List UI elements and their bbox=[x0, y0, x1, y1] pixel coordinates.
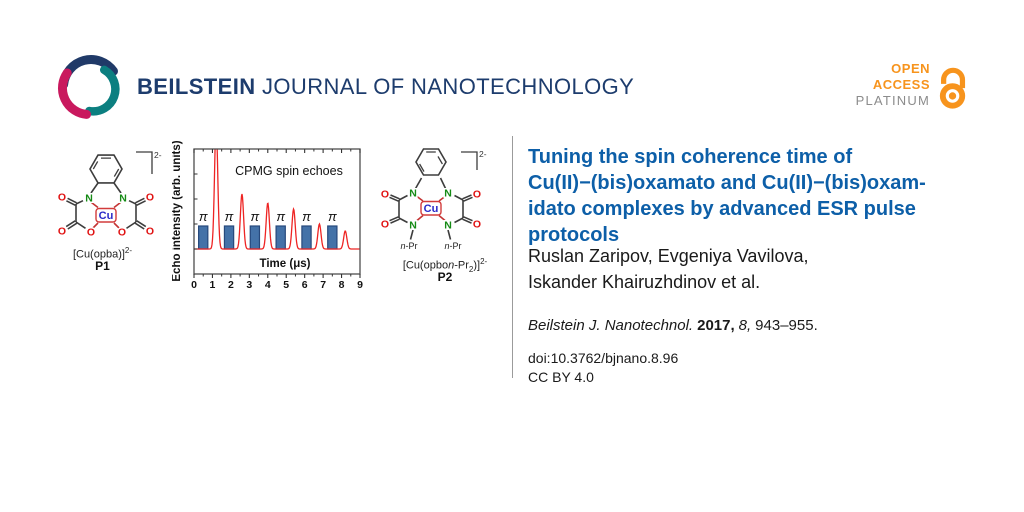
p1-caption: [Cu(opba)]2- bbox=[72, 246, 133, 261]
structure-p2: N N N N O O O O Cu n-Pr n-Pr 2- bbox=[379, 148, 487, 251]
journal-title-bold: BEILSTEIN bbox=[137, 74, 256, 99]
p1-bracket-charge: 2- bbox=[154, 150, 162, 160]
pi-pulse-label: π bbox=[251, 209, 260, 224]
citation-year: 2017, bbox=[697, 317, 735, 334]
p1-atom-n-right: N bbox=[119, 193, 127, 205]
p2-atom-cu: Cu bbox=[424, 203, 439, 215]
p2-coordination-bonds bbox=[416, 195, 446, 222]
p1-bonds bbox=[65, 151, 153, 230]
article-title-line: idato complexes by advanced ESR pulse bbox=[528, 198, 916, 220]
p2-atom-n-topleft: N bbox=[409, 188, 417, 200]
p1-atom-n-left: N bbox=[85, 193, 93, 205]
p2-bonds bbox=[389, 148, 478, 240]
pi-pulse-bar bbox=[275, 225, 286, 250]
p1-coordination-bonds bbox=[91, 201, 121, 229]
p2-atom-o-topright: O bbox=[473, 189, 481, 201]
open-access-line2: ACCESS bbox=[872, 77, 930, 92]
vertical-divider bbox=[512, 136, 513, 378]
pi-pulse-bar bbox=[301, 225, 312, 250]
x-tick-label: 4 bbox=[265, 279, 271, 291]
p2-label: P2 bbox=[437, 270, 453, 284]
x-tick-label: 0 bbox=[191, 279, 197, 291]
x-axis-label: Time (μs) bbox=[260, 258, 311, 270]
x-tick-label: 7 bbox=[320, 279, 326, 291]
article-authors: Ruslan Zaripov, Evgeniya Vavilova, Iskan… bbox=[528, 243, 998, 295]
p2-caption: [Cu(opbon-Pr2)]2- bbox=[402, 257, 488, 274]
x-tick-label: 9 bbox=[357, 279, 363, 291]
citation-pages: 943–955. bbox=[755, 317, 818, 334]
x-tick-label: 3 bbox=[246, 279, 252, 291]
article-title-line: protocols bbox=[528, 224, 620, 246]
article-title-line: Tuning the spin coherence time of bbox=[528, 146, 853, 168]
p2-atom-n-topright: N bbox=[444, 188, 452, 200]
authors-line: Iskander Khairuzhdinov et al. bbox=[528, 272, 761, 292]
p1-atom-o-topleft: O bbox=[58, 192, 66, 204]
x-tick-label: 1 bbox=[210, 279, 216, 291]
p2-atom-n-botright: N bbox=[444, 220, 452, 232]
journal-title: BEILSTEIN JOURNAL OF NANOTECHNOLOGY bbox=[137, 74, 634, 100]
p2-atom-o-botright: O bbox=[473, 219, 481, 231]
p1-copper-box bbox=[95, 207, 117, 223]
authors-line: Ruslan Zaripov, Evgeniya Vavilova, bbox=[528, 246, 809, 266]
p1-atom-o-botright: O bbox=[146, 226, 154, 238]
p1-atom-cu: Cu bbox=[99, 210, 114, 222]
x-tick-label: 6 bbox=[302, 279, 308, 291]
pi-pulse-bar bbox=[249, 225, 261, 250]
pi-pulse-bar bbox=[223, 225, 235, 250]
p1-atom-o-topright: O bbox=[146, 192, 154, 204]
p2-atom-o-topleft: O bbox=[381, 189, 389, 201]
article-citation: Beilstein J. Nanotechnol. 2017, 8, 943–955. bbox=[528, 317, 822, 334]
p1-atom-o-botleft: O bbox=[58, 226, 66, 238]
beilstein-logo-icon bbox=[57, 55, 120, 119]
pi-pulse-label: π bbox=[328, 209, 337, 224]
chart-title: CPMG spin echoes bbox=[235, 164, 343, 178]
y-axis-label: Echo intensity (arb. units) bbox=[172, 140, 183, 281]
echo-curve bbox=[194, 149, 360, 250]
x-tick-label: 2 bbox=[228, 279, 234, 291]
x-tick-label: 5 bbox=[283, 279, 289, 291]
pi-pulse-bar bbox=[327, 225, 338, 250]
pi-pulse-label: π bbox=[276, 209, 285, 224]
article-license: CC BY 4.0 bbox=[528, 369, 594, 385]
p1-atom-o-chel-right: O bbox=[118, 227, 126, 239]
p2-copper-box bbox=[420, 200, 442, 216]
citation-volume: 8, bbox=[738, 317, 752, 334]
article-title: Tuning the spin coherence time of Cu(II)… bbox=[528, 144, 1006, 248]
open-access-line3: PLATINUM bbox=[855, 93, 930, 108]
journal-title-rest: JOURNAL OF NANOTECHNOLOGY bbox=[262, 74, 635, 99]
article-title-line: Cu(II)−(bis)oxamato and Cu(II)−(bis)oxam… bbox=[528, 172, 926, 194]
pi-pulse-label: π bbox=[225, 209, 234, 224]
pi-pulse-label: π bbox=[302, 209, 311, 224]
article-doi: doi:10.3762/bjnano.8.96 bbox=[528, 350, 679, 366]
p2-atom-n-botleft: N bbox=[409, 220, 417, 232]
citation-journal: Beilstein J. Nanotechnol. bbox=[528, 317, 694, 334]
cpmg-chart: π π π π π π 0 1 2 3 4 5 6 7 8 9 CPMG spin echoes Time (μs… bbox=[171, 138, 368, 298]
open-access-line1: OPEN bbox=[891, 61, 930, 76]
open-access-lock-icon bbox=[939, 67, 966, 109]
p2-npr-right: n-Pr bbox=[444, 241, 461, 251]
p1-atom-o-chel-left: O bbox=[87, 227, 95, 239]
open-access-badge: OPEN ACCESS PLATINUM bbox=[810, 61, 930, 109]
p1-label: P1 bbox=[95, 259, 110, 273]
p2-atom-o-botleft: O bbox=[381, 219, 389, 231]
structure-p1: N N O O O O O O Cu 2- bbox=[56, 150, 162, 240]
x-tick-label: 8 bbox=[339, 279, 345, 291]
pi-pulse-label: π bbox=[199, 209, 208, 224]
p2-npr-left: n-Pr bbox=[400, 241, 417, 251]
p2-bracket-charge: 2- bbox=[479, 149, 487, 159]
pi-pulse-bar bbox=[198, 225, 209, 250]
